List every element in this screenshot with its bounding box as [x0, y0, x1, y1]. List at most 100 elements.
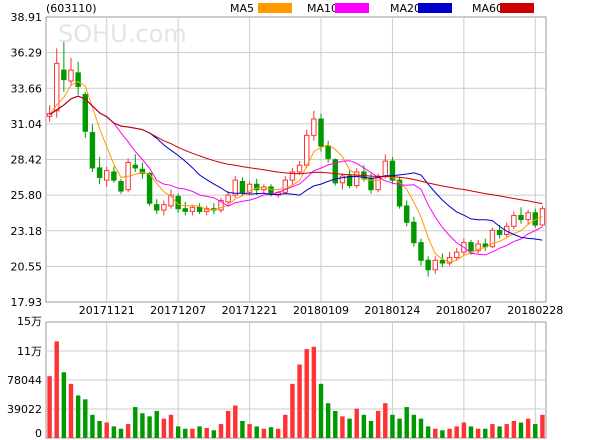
candle [389, 157, 396, 185]
candle-body [339, 175, 346, 184]
volume-bar [490, 424, 495, 438]
candle [339, 173, 346, 190]
candle-body [382, 160, 389, 177]
volume-bar [311, 346, 317, 438]
candle-body [511, 214, 517, 227]
price-tick-label: 23.18 [11, 225, 43, 238]
candle-body [82, 94, 88, 132]
candle-body [46, 113, 53, 117]
candle-body [482, 243, 489, 248]
volume-bar [183, 428, 188, 438]
candle [68, 57, 74, 87]
volume-bar [340, 416, 345, 438]
volume-bar [461, 422, 467, 438]
candle-body [246, 183, 253, 193]
candle-body [89, 132, 96, 169]
candle-body [132, 164, 138, 169]
candle-body [289, 171, 296, 181]
candle [232, 176, 238, 198]
candle [525, 210, 531, 225]
candle [189, 204, 196, 216]
price-panel: 38.91 36.29 33.66 31.04 28.42 25.80 23.18 20.55… [11, 11, 564, 317]
volume-bar [454, 426, 459, 438]
sohu-watermark: SOHU.com [58, 20, 187, 48]
legend-label: MA10 [307, 2, 338, 15]
candle-body [68, 69, 74, 82]
volume-bar [418, 418, 424, 438]
candle-body [475, 243, 481, 252]
candle-body [168, 194, 174, 207]
candle-body [454, 251, 460, 259]
candle-body [282, 179, 289, 193]
volume-bar [90, 414, 95, 438]
candle-body [254, 183, 260, 191]
ma-line-ma5 [49, 80, 543, 263]
volume-bar [161, 418, 167, 438]
volume-bar [390, 414, 395, 438]
legend-swatch [418, 3, 452, 13]
candle [118, 178, 124, 194]
volume-bar [397, 418, 402, 438]
volume-bar [111, 426, 117, 438]
volume-bar [368, 420, 374, 438]
candle-body [425, 259, 431, 271]
volume-bar [175, 426, 181, 438]
candle [504, 222, 510, 238]
volume-bar [447, 428, 452, 438]
candle [282, 176, 289, 194]
price-tick-label: 17.93 [11, 296, 43, 309]
candle-body [296, 164, 303, 173]
volume-tick-label: 39022 [7, 403, 42, 416]
candle-body [432, 259, 439, 271]
candle-body [396, 179, 403, 207]
candle-body [139, 168, 146, 174]
volume-bar [504, 424, 509, 438]
candle [225, 191, 231, 205]
volume-bar [518, 422, 524, 438]
volume-bar [440, 430, 445, 438]
candle [411, 216, 417, 247]
date-tick-label: 20171207 [150, 304, 206, 317]
candle-body [332, 159, 339, 184]
candle [196, 203, 203, 215]
candle-body [146, 172, 153, 204]
ma-line-ma10 [49, 95, 543, 256]
candle [446, 252, 453, 266]
candle-body [325, 145, 331, 159]
volume-bar [97, 420, 102, 438]
candle [139, 162, 146, 179]
candle-body [525, 212, 531, 221]
candle [311, 110, 317, 141]
volume-bar [383, 403, 388, 438]
date-tick-label: 20180228 [507, 304, 563, 317]
volume-bar [218, 424, 224, 438]
candle-body [189, 206, 196, 212]
candle-body [268, 186, 274, 195]
candle [482, 238, 489, 251]
price-tick-label: 31.04 [11, 118, 43, 131]
candle [96, 157, 103, 185]
candle-body [496, 229, 503, 235]
volume-bar [133, 407, 138, 438]
volume-bar [297, 364, 302, 438]
volume-bar [290, 383, 295, 438]
volume-tick-label: 78044 [7, 374, 42, 387]
volume-bar [225, 410, 231, 438]
candle [418, 238, 424, 266]
candle [54, 48, 60, 118]
candle [354, 167, 360, 189]
candle [89, 124, 96, 172]
legend-swatch [335, 3, 369, 13]
candle [518, 207, 524, 224]
volume-bar [197, 426, 202, 438]
price-tick-label: 20.55 [11, 260, 43, 273]
volume-bar [154, 410, 159, 438]
candle [496, 224, 503, 239]
candle [439, 253, 446, 268]
candle-body [161, 204, 167, 211]
candle [154, 199, 160, 215]
volume-bar [347, 418, 352, 438]
volume-bar [140, 413, 145, 438]
candle-body [439, 259, 446, 264]
